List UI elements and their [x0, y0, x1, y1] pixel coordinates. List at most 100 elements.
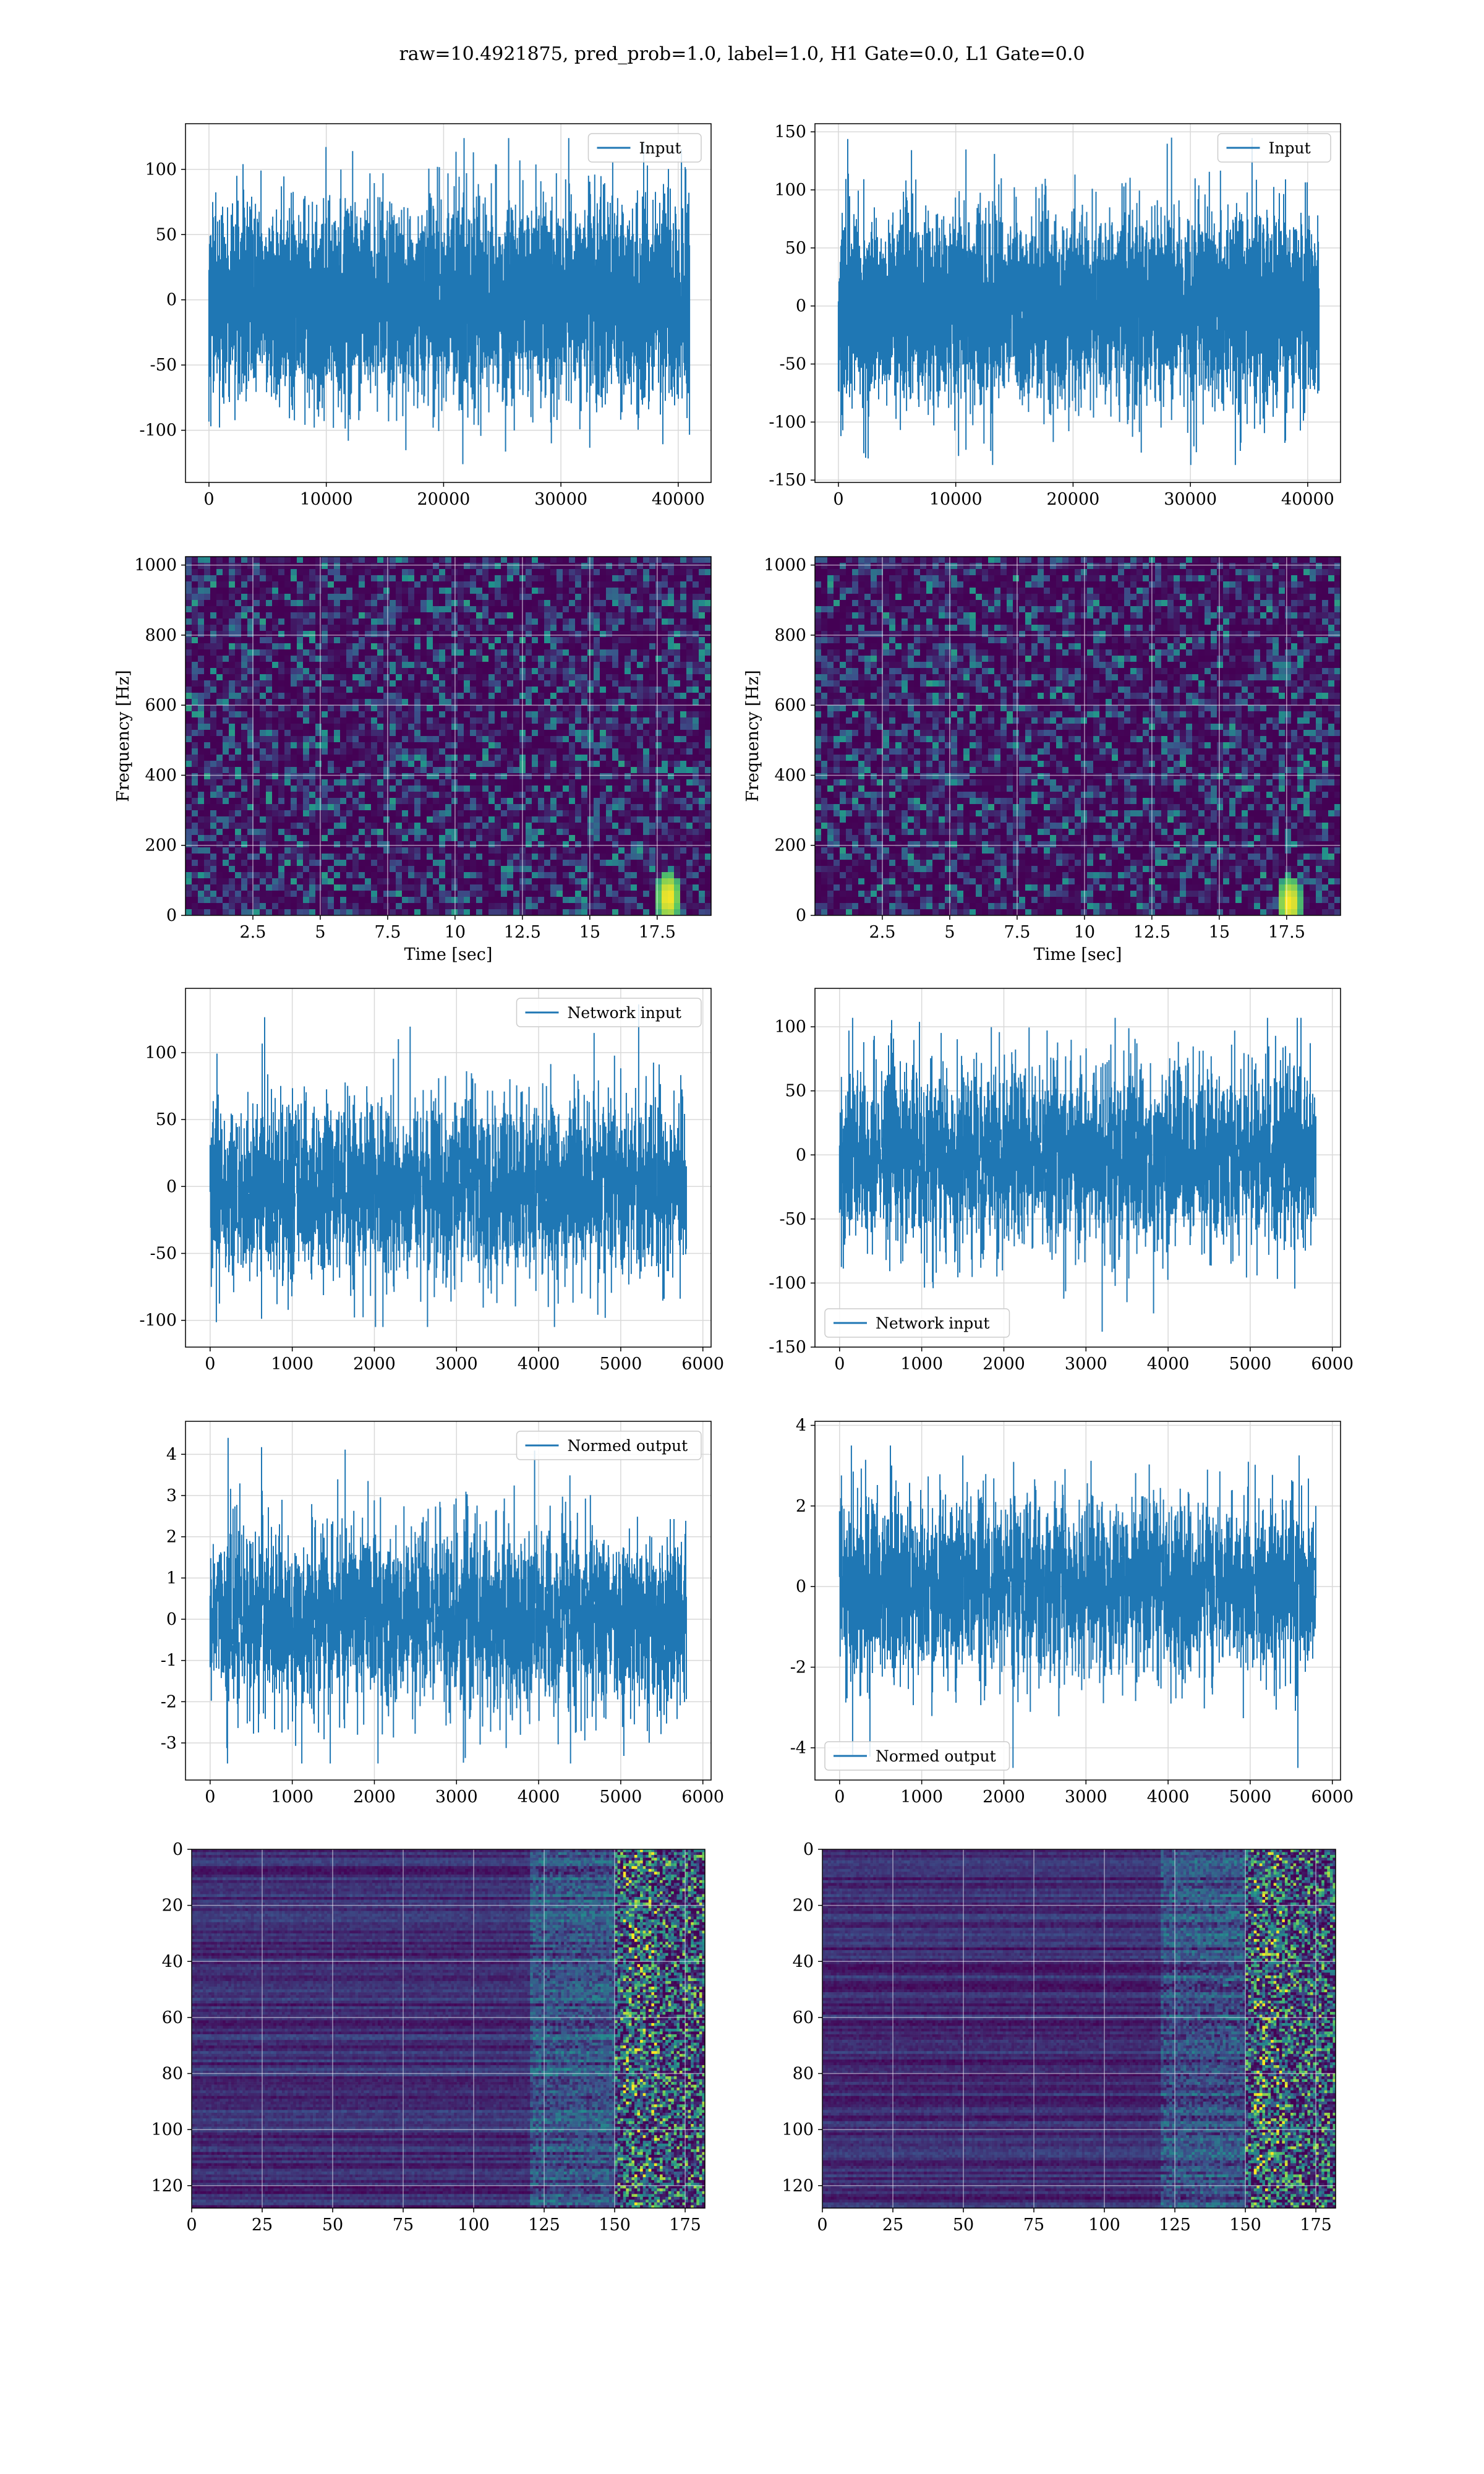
- y-tick-label: 800: [774, 626, 806, 645]
- x-tick-label: 3000: [1065, 1355, 1107, 1374]
- y-tick-label: 100: [151, 2120, 183, 2139]
- spectrogram-cells: [186, 557, 711, 915]
- x-axis-label: Time [sec]: [1034, 945, 1122, 964]
- y-tick-label: -3: [161, 1734, 177, 1753]
- x-tick-label: 2000: [353, 1355, 396, 1374]
- x-tick-label: 100: [458, 2215, 490, 2235]
- x-tick-label: 2.5: [239, 923, 266, 942]
- y-tick-label: -100: [769, 413, 806, 432]
- legend: Network input: [825, 1309, 1010, 1337]
- x-tick-label: 5000: [1229, 1787, 1272, 1807]
- y-tick-label: -100: [139, 1311, 177, 1330]
- x-tick-label: 0: [817, 2215, 827, 2235]
- legend-label: Network input: [568, 1004, 681, 1022]
- x-tick-label: 2000: [983, 1355, 1025, 1374]
- x-tick-label: 15: [1209, 923, 1230, 942]
- x-tick-label: 0: [205, 1787, 215, 1807]
- y-tick-label: -150: [769, 1338, 806, 1357]
- y-tick-label: 200: [774, 836, 806, 855]
- series-line: [209, 138, 689, 464]
- x-tick-label: 150: [1229, 2215, 1261, 2235]
- y-tick-label: 3: [166, 1486, 177, 1505]
- x-tick-label: 17.5: [1268, 923, 1305, 942]
- x-tick-label: 4000: [518, 1787, 560, 1807]
- x-tick-label: 2.5: [869, 923, 895, 942]
- y-tick-label: 0: [796, 1145, 806, 1165]
- legend-label: Input: [639, 139, 681, 157]
- x-tick-label: 3000: [1065, 1787, 1107, 1807]
- legend: Normed output: [825, 1742, 1010, 1770]
- x-tick-label: 10: [445, 923, 466, 942]
- y-axis-label: Frequency [Hz]: [743, 670, 762, 802]
- x-tick-label: 1000: [271, 1355, 313, 1374]
- axes-net-l1: 0 1000 2000 3000 4000 5000 6000-150-100-500501…: [769, 988, 1354, 1374]
- y-tick-label: 400: [774, 766, 806, 785]
- legend-label: Normed output: [876, 1747, 996, 1765]
- x-tick-label: 125: [528, 2215, 560, 2235]
- x-tick-label: 75: [1023, 2215, 1044, 2235]
- y-tick-label: 800: [145, 626, 177, 645]
- x-tick-label: 2000: [983, 1787, 1025, 1807]
- y-tick-label: -50: [150, 356, 177, 375]
- y-tick-label: 80: [162, 2065, 183, 2084]
- y-tick-label: 100: [774, 181, 806, 200]
- x-tick-label: 20000: [1046, 490, 1099, 509]
- x-tick-label: 5000: [600, 1355, 642, 1374]
- x-tick-label: 3000: [435, 1355, 478, 1374]
- axes-input-l1: 0 10000 20000 30000 40000-150-100-5005010015…: [769, 122, 1341, 509]
- y-tick-label: 80: [793, 2065, 814, 2084]
- legend-label: Normed output: [568, 1437, 688, 1455]
- y-tick-label: 2: [166, 1528, 177, 1547]
- y-tick-label: -50: [150, 1244, 177, 1264]
- y-tick-label: 0: [166, 1610, 177, 1629]
- axes-spec-h1: 2.5 5 7.5 10 12.5 15 17.502004006008001000Time…: [114, 556, 711, 964]
- x-tick-label: 175: [669, 2215, 701, 2235]
- y-tick-label: 400: [145, 766, 177, 785]
- x-tick-label: 40000: [1281, 490, 1334, 509]
- legend: Input: [589, 134, 702, 162]
- series-line: [210, 1438, 686, 1764]
- legend: Network input: [517, 998, 702, 1027]
- y-tick-label: 60: [162, 2008, 183, 2027]
- x-tick-label: 12.5: [504, 923, 541, 942]
- heatmap-cells: [822, 1849, 1336, 2208]
- y-tick-label: -2: [790, 1658, 806, 1677]
- x-tick-label: 0: [205, 1355, 215, 1374]
- x-tick-label: 25: [882, 2215, 903, 2235]
- x-tick-label: 1000: [900, 1355, 943, 1374]
- x-tick-label: 75: [393, 2215, 414, 2235]
- x-tick-label: 7.5: [1004, 923, 1030, 942]
- y-tick-label: 0: [166, 291, 177, 310]
- x-tick-label: 20000: [417, 490, 470, 509]
- x-tick-label: 0: [203, 490, 214, 509]
- y-tick-label: 0: [166, 906, 177, 925]
- y-tick-label: 4: [796, 1416, 806, 1436]
- series-line: [838, 138, 1319, 465]
- y-tick-label: 0: [796, 906, 806, 925]
- x-tick-label: 5: [315, 923, 325, 942]
- y-tick-label: 100: [145, 160, 177, 179]
- x-tick-label: 150: [599, 2215, 631, 2235]
- y-tick-label: 120: [782, 2177, 814, 2196]
- y-tick-label: 2: [796, 1497, 806, 1516]
- y-tick-label: 4: [166, 1445, 177, 1464]
- legend: Normed output: [517, 1431, 702, 1460]
- y-tick-label: -4: [790, 1739, 806, 1758]
- x-tick-label: 1000: [271, 1787, 313, 1807]
- axes-spec-l1: 2.5 5 7.5 10 12.5 15 17.502004006008001000Time…: [743, 556, 1341, 964]
- y-tick-label: 40: [162, 1952, 183, 1971]
- y-tick-label: 600: [145, 696, 177, 715]
- y-tick-label: 600: [774, 696, 806, 715]
- y-tick-label: 200: [145, 836, 177, 855]
- x-tick-label: 30000: [534, 490, 587, 509]
- x-tick-label: 4000: [1147, 1787, 1190, 1807]
- y-tick-label: 50: [156, 225, 177, 244]
- x-tick-label: 5000: [600, 1787, 642, 1807]
- x-tick-label: 0: [186, 2215, 197, 2235]
- x-tick-label: 50: [953, 2215, 974, 2235]
